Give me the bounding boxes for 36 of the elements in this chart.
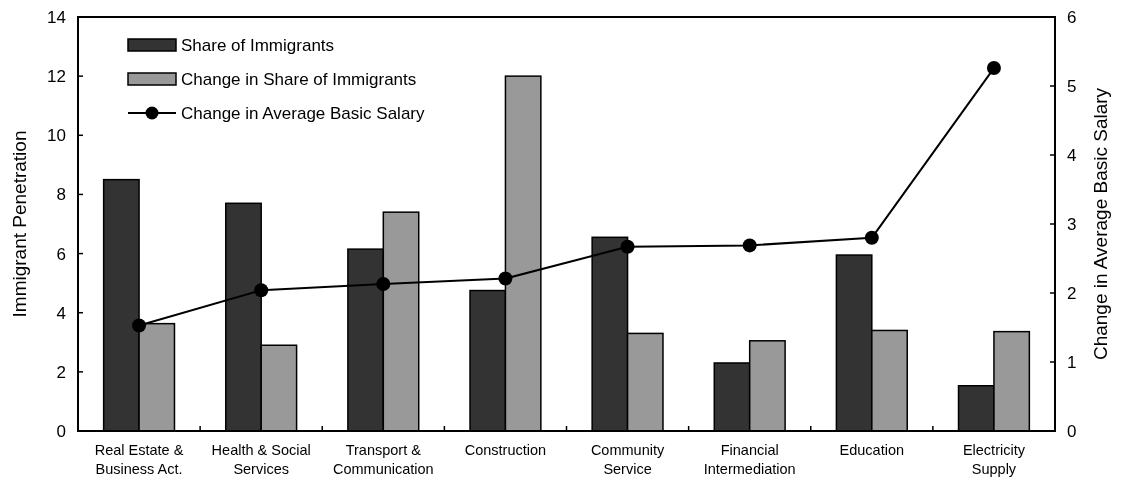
point	[132, 318, 147, 333]
legend-label: Share of Immigrants	[181, 35, 335, 55]
legend-label: Change in Average Basic Salary	[181, 103, 425, 123]
y-tick-label: 0	[56, 421, 66, 441]
x-tick-label: Health & Social Services	[211, 442, 311, 477]
y-tick-label: 14	[47, 7, 66, 27]
y2-tick-label: 1	[1067, 352, 1077, 372]
y2-tick-label: 5	[1067, 76, 1077, 96]
point	[254, 283, 269, 298]
y-tick-label: 6	[56, 244, 66, 264]
y-tick-label: 2	[56, 362, 66, 382]
y2-tick-label: 4	[1067, 145, 1077, 165]
x-tick-label: Electricity Supply	[962, 442, 1026, 477]
x-tick-label: Transport & Communication	[332, 442, 434, 477]
point	[376, 277, 391, 292]
y-tick-label: 10	[47, 126, 66, 146]
point	[620, 239, 635, 254]
x-tick-label: Construction	[464, 442, 547, 458]
x-tick-label: Community Service	[590, 442, 665, 477]
x-tick-label: Education	[839, 442, 905, 458]
point	[986, 61, 1001, 76]
y2-tick-label: 0	[1067, 421, 1077, 441]
point	[742, 238, 757, 253]
y-tick-label: 12	[47, 67, 66, 87]
x-tick-label: Real Estate & Business Act.	[94, 442, 184, 477]
y2-tick-label: 6	[1067, 7, 1077, 27]
y2-tick-label: 3	[1067, 214, 1077, 234]
y-tick-label: 4	[56, 303, 66, 323]
y2-axis-title: Change in Average Basic Salary	[1090, 87, 1111, 361]
x-tick-label: Financial Intermediation	[703, 442, 796, 477]
y-axis-title: Immigrant Penetration	[9, 130, 30, 318]
point	[864, 230, 879, 245]
y2-tick-label: 2	[1067, 283, 1077, 303]
y-tick-label: 8	[56, 185, 66, 205]
legend-label: Change in Share of Immigrants	[181, 69, 417, 89]
point	[498, 271, 513, 286]
